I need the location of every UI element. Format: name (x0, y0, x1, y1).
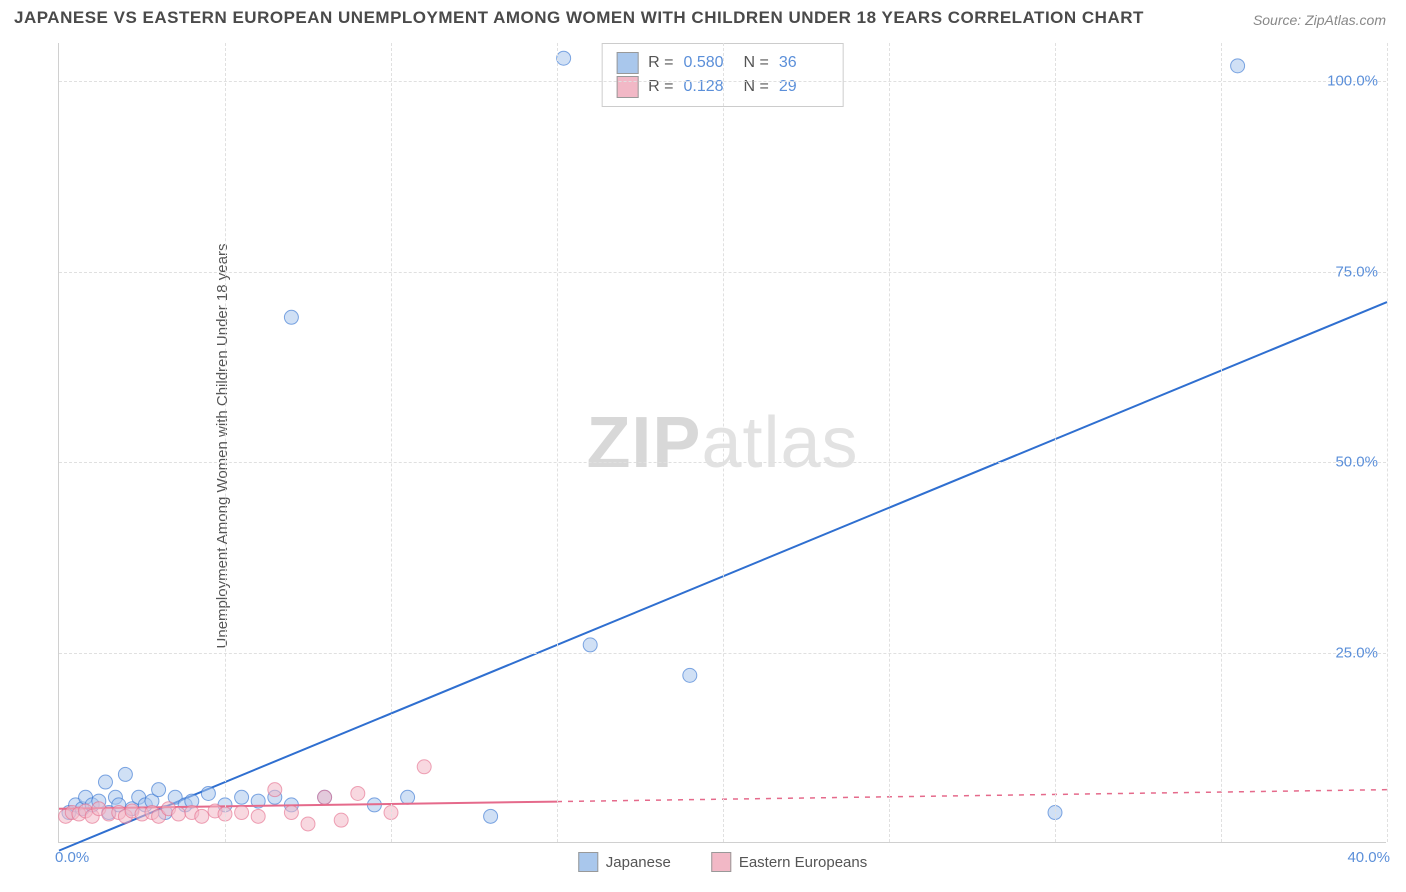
legend-item: Eastern Europeans (711, 852, 867, 872)
data-point (98, 775, 112, 789)
y-tick-label: 25.0% (1335, 644, 1378, 661)
gridline-v (1387, 43, 1388, 842)
gridline-v (225, 43, 226, 842)
legend-swatch (616, 52, 638, 74)
data-point (284, 310, 298, 324)
legend-item: Japanese (578, 852, 671, 872)
data-point (583, 638, 597, 652)
data-point (683, 668, 697, 682)
data-point (201, 786, 215, 800)
y-tick-label: 75.0% (1335, 263, 1378, 280)
data-point (1231, 59, 1245, 73)
data-point (268, 783, 282, 797)
chart-title: JAPANESE VS EASTERN EUROPEAN UNEMPLOYMEN… (14, 8, 1144, 28)
legend-swatch (711, 852, 731, 872)
gridline-v (1055, 43, 1056, 842)
data-point (152, 783, 166, 797)
x-tick-label: 0.0% (55, 849, 89, 866)
n-value: 36 (779, 54, 829, 72)
legend-swatch (578, 852, 598, 872)
data-point (172, 807, 186, 821)
data-point (318, 790, 332, 804)
n-label: N = (744, 54, 769, 72)
gridline-v (1221, 43, 1222, 842)
x-tick-label: 40.0% (1347, 849, 1390, 866)
bottom-legend: Japanese Eastern Europeans (578, 852, 867, 872)
r-value: 0.580 (684, 54, 734, 72)
data-point (118, 767, 132, 781)
data-point (484, 809, 498, 823)
data-point (334, 813, 348, 827)
r-label: R = (648, 54, 673, 72)
data-point (301, 817, 315, 831)
source-label: Source: ZipAtlas.com (1253, 12, 1386, 28)
legend-swatch (616, 76, 638, 98)
gridline-v (889, 43, 890, 842)
y-tick-label: 50.0% (1335, 454, 1378, 471)
data-point (284, 806, 298, 820)
data-point (351, 786, 365, 800)
legend-label: Japanese (606, 854, 671, 871)
gridline-v (723, 43, 724, 842)
plot-area: ZIPatlas R =0.580N =36R =0.128N =29 Japa… (58, 43, 1386, 843)
legend-label: Eastern Europeans (739, 854, 867, 871)
data-point (401, 790, 415, 804)
data-point (235, 806, 249, 820)
data-point (251, 809, 265, 823)
data-point (557, 51, 571, 65)
data-point (195, 809, 209, 823)
trend-line-dashed (557, 790, 1387, 802)
gridline-v (557, 43, 558, 842)
gridline-v (391, 43, 392, 842)
data-point (417, 760, 431, 774)
y-tick-label: 100.0% (1327, 73, 1378, 90)
data-point (235, 790, 249, 804)
